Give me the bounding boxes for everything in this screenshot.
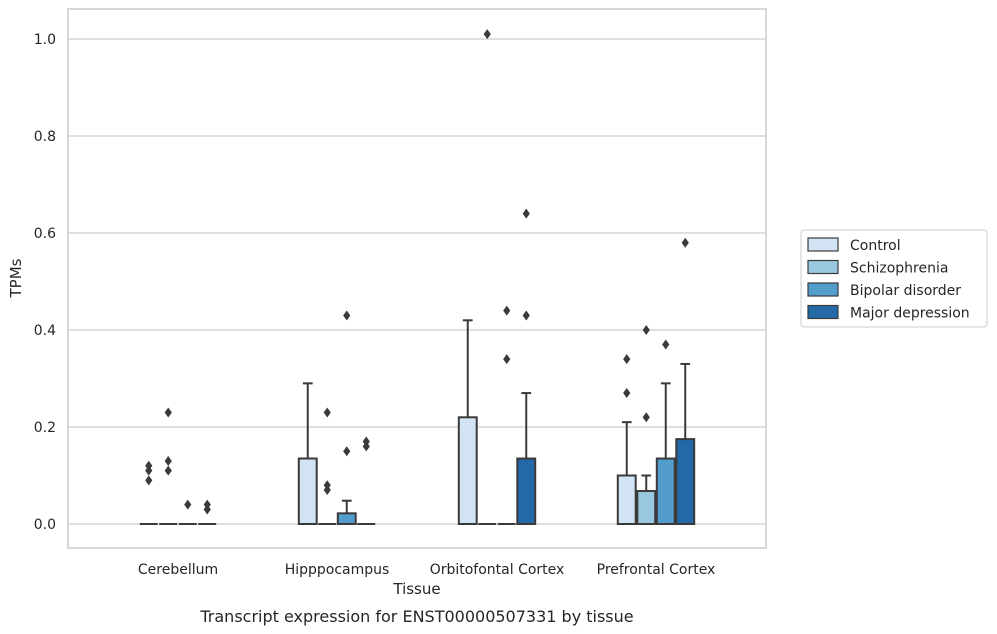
legend-entry: Major depression <box>807 304 970 322</box>
x-tick-label: Cerebellum <box>138 562 218 578</box>
chart-title: Transcript expression for ENST0000050733… <box>199 607 633 626</box>
y-tick-label: 0.2 <box>34 420 56 436</box>
box-schizophrenia-orbitofontal-cortex <box>478 29 497 525</box>
outlier-point <box>164 455 172 466</box>
legend-swatch <box>807 282 839 297</box>
box-groups <box>139 29 696 526</box>
box-major-depression-cerebellum <box>198 499 217 525</box>
x-tick-label: Prefrontal Cortex <box>597 562 716 578</box>
legend: Control Schizophrenia Bipolar disorder Majo… <box>800 229 988 328</box>
box-body <box>297 457 318 525</box>
x-tick-labels: Cerebellum Hipppocampus Orbitofontal Corte… <box>138 562 715 578</box>
box-schizophrenia-hipppocampus <box>318 407 337 525</box>
legend-swatch <box>807 259 839 275</box>
y-tick-label: 1.0 <box>34 32 56 48</box>
outlier-point <box>623 354 631 365</box>
box-control-prefrontal-cortex <box>616 354 637 525</box>
legend-entry: Bipolar disorder <box>807 282 961 299</box>
legend-label: Bipolar disorder <box>850 283 961 299</box>
y-tick-label: 0.0 <box>34 517 56 533</box>
box-control-cerebellum <box>139 460 158 525</box>
box-schizophrenia-prefrontal-cortex <box>636 325 657 525</box>
outlier-point <box>503 354 511 365</box>
box-body <box>636 490 657 525</box>
outlier-point <box>483 29 491 40</box>
y-tick-label: 0.8 <box>34 129 56 145</box>
box-bipolar-disorder-orbitofontal-cortex <box>497 305 516 525</box>
box-schizophrenia-cerebellum <box>159 407 178 525</box>
legend-entry: Schizophrenia <box>807 259 948 277</box>
legend-label: Major depression <box>850 306 970 322</box>
box-bipolar-disorder-prefrontal-cortex <box>655 339 676 525</box>
y-axis-label: TPMs <box>7 258 25 298</box>
legend-label: Control <box>850 238 901 254</box>
box-bipolar-disorder-hipppocampus <box>336 310 357 526</box>
legend-label: Schizophrenia <box>850 261 948 277</box>
legend-entry: Control <box>807 237 901 254</box>
y-tick-labels: 0.0 0.2 0.4 0.6 0.8 1.0 <box>34 32 56 533</box>
outlier-point <box>503 305 511 316</box>
outlier-point <box>623 388 631 399</box>
outlier-point <box>323 480 331 491</box>
outlier-point <box>203 499 211 510</box>
outlier-point <box>662 339 670 350</box>
legend-frame <box>800 229 988 328</box>
x-tick-label: Hipppocampus <box>285 562 390 578</box>
box-body <box>616 474 637 525</box>
outlier-point <box>642 325 650 335</box>
box-control-hipppocampus <box>297 382 318 525</box>
box-body <box>457 416 478 525</box>
outlier-point <box>145 475 153 486</box>
y-tick-label: 0.6 <box>34 226 56 242</box>
box-control-orbitofontal-cortex <box>457 319 478 525</box>
outlier-point <box>164 407 172 418</box>
box-body <box>675 438 696 525</box>
outlier-point <box>522 310 530 321</box>
box-bipolar-disorder-cerebellum <box>178 499 197 525</box>
outlier-point <box>343 310 351 321</box>
box-major-depression-hipppocampus <box>357 436 376 525</box>
outlier-point <box>164 465 172 476</box>
outlier-point <box>343 446 351 457</box>
outlier-point <box>145 460 153 471</box>
plot-frame <box>67 8 767 549</box>
outlier-point <box>362 436 370 447</box>
outlier-point <box>522 208 530 219</box>
legend-swatch <box>807 237 839 252</box>
outlier-point <box>323 407 331 418</box>
outlier-point <box>642 412 650 423</box>
x-axis-label: Tissue <box>392 580 440 598</box>
y-tick-label: 0.4 <box>34 323 56 339</box>
outlier-point <box>184 499 192 510</box>
box-body <box>655 457 676 525</box>
box-major-depression-orbitofontal-cortex <box>516 208 537 525</box>
x-tick-label: Orbitofontal Cortex <box>430 562 565 578</box>
box-major-depression-prefrontal-cortex <box>675 237 696 525</box>
box-body <box>516 457 537 525</box>
box-body <box>336 512 357 526</box>
legend-swatch <box>807 304 839 320</box>
outlier-point <box>681 237 689 248</box>
plot-background <box>68 9 766 548</box>
